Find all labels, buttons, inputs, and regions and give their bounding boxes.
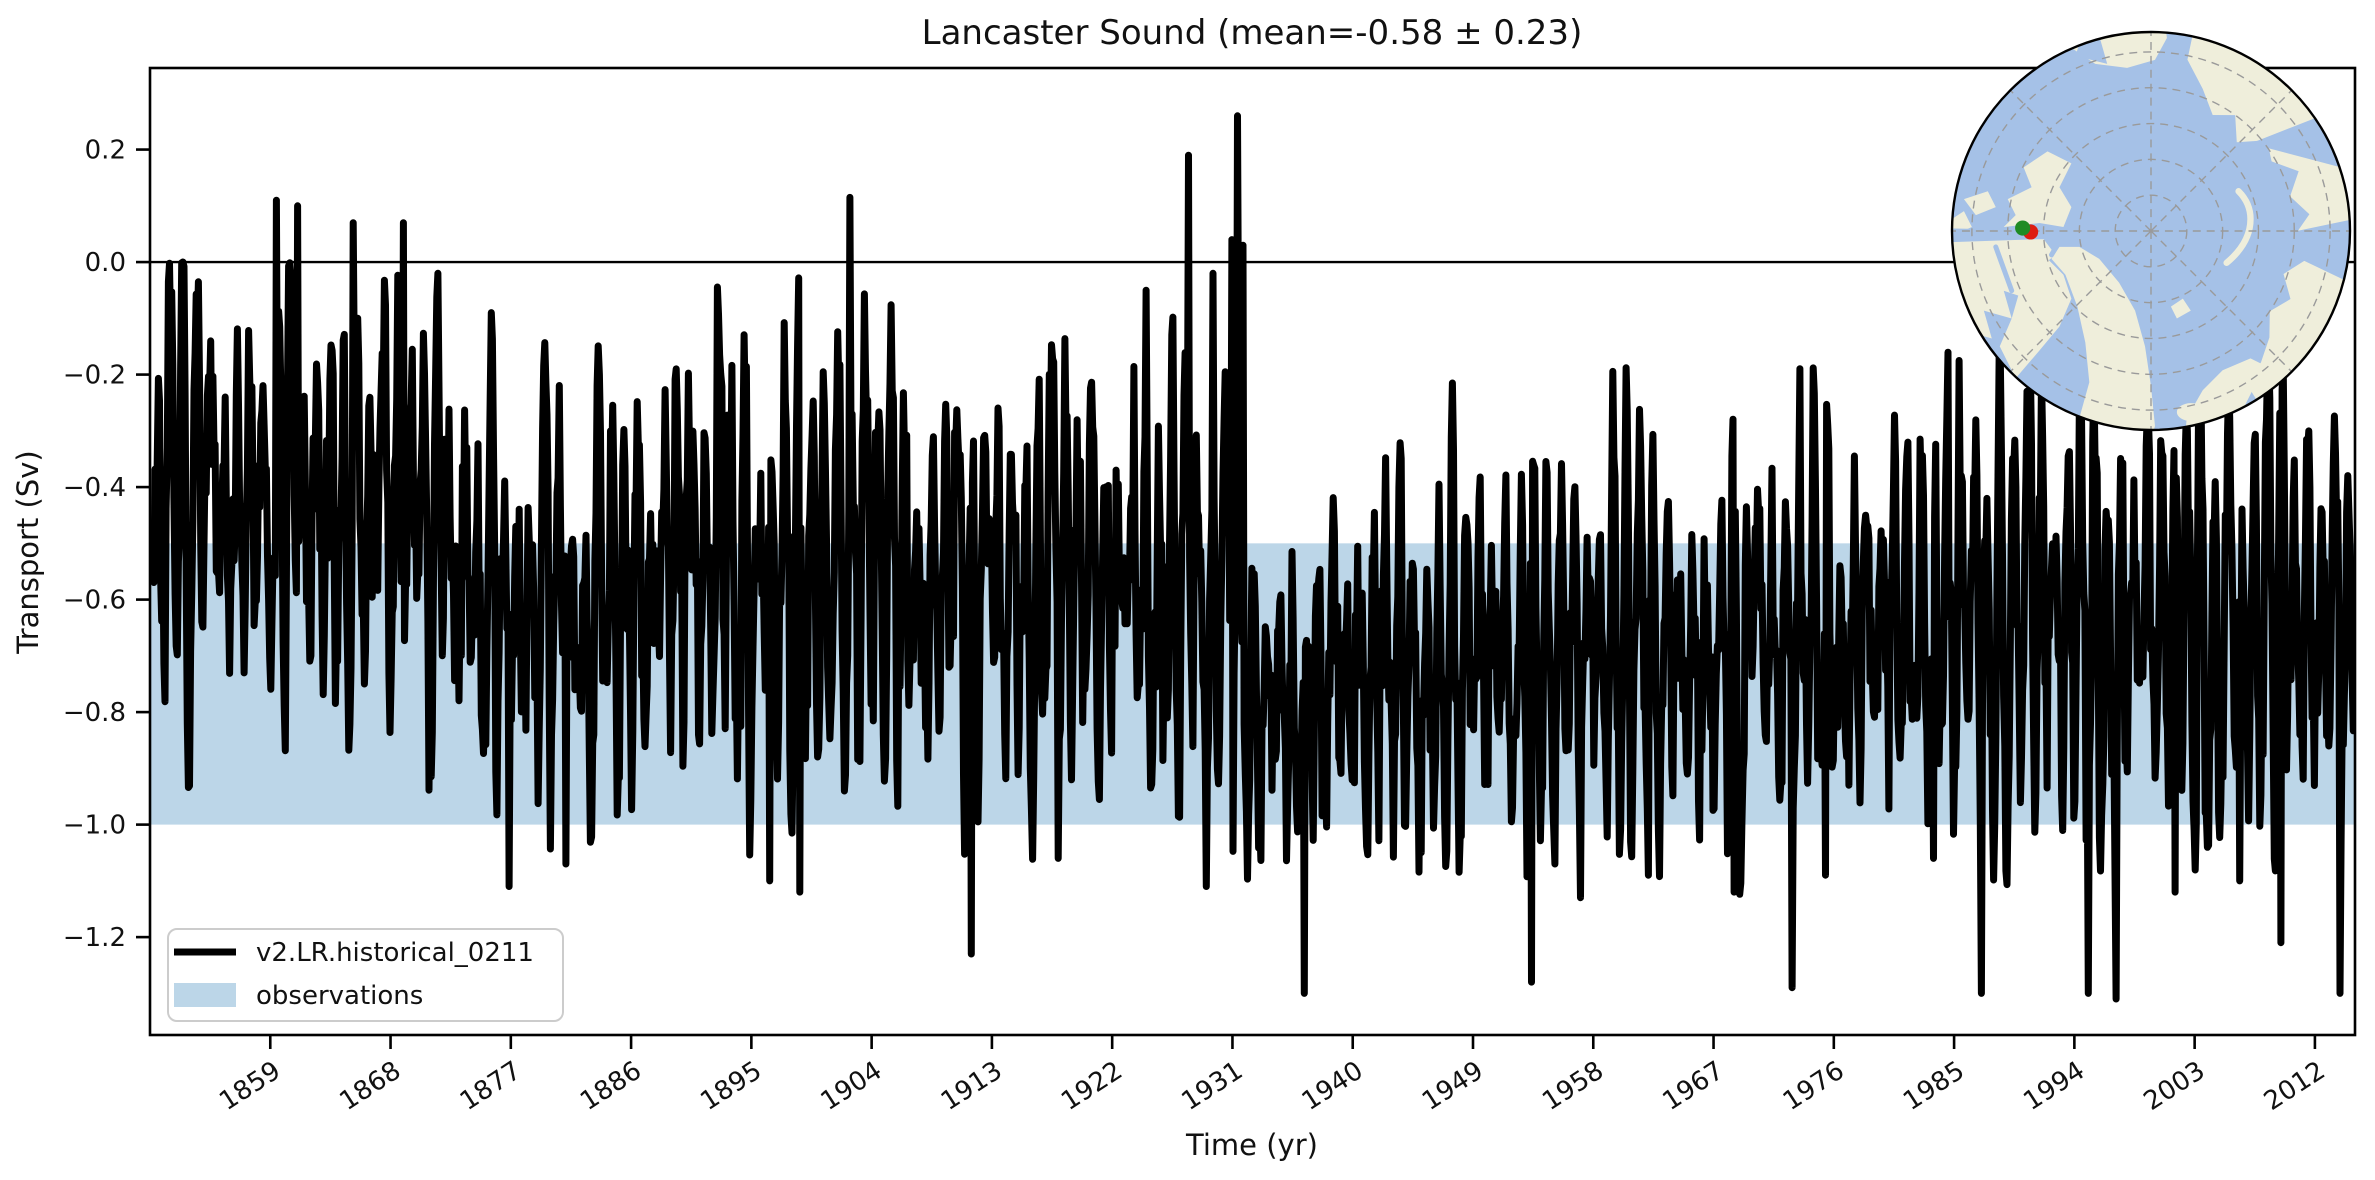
map-meridian bbox=[2150, 230, 2293, 373]
x-tick-label: 1922 bbox=[1056, 1056, 1128, 1117]
legend: v2.LR.historical_0211 observations bbox=[167, 928, 564, 1022]
map-parallel bbox=[2042, 122, 2260, 340]
x-tick-label: 1868 bbox=[335, 1056, 407, 1117]
map-landmass bbox=[2170, 298, 2191, 319]
x-tick-label: 1886 bbox=[575, 1056, 647, 1117]
chart-title: Lancaster Sound (mean=-0.58 ± 0.23) bbox=[922, 13, 1583, 53]
x-tick-label: 1994 bbox=[2018, 1056, 2090, 1117]
y-tick-label: −1.2 bbox=[63, 923, 126, 953]
plot-border bbox=[148, 66, 2357, 1037]
map-landmass bbox=[2182, 358, 2315, 431]
map-channel bbox=[1951, 228, 2062, 240]
x-axis-label: Time (yr) bbox=[1185, 1128, 1318, 1162]
x-tick-label: 1904 bbox=[816, 1056, 888, 1117]
map-island bbox=[2176, 403, 2205, 422]
map-outline bbox=[1950, 30, 2352, 432]
y-tick-label: 0.0 bbox=[85, 248, 126, 278]
map-landmass bbox=[2051, 246, 2155, 431]
legend-label-series: v2.LR.historical_0211 bbox=[256, 938, 534, 968]
map-channel bbox=[1993, 244, 2015, 294]
timeseries-line bbox=[150, 112, 2355, 1003]
map-sea-inlet bbox=[2075, 31, 2108, 64]
map-meridian bbox=[2009, 89, 2152, 232]
legend-label-observations: observations bbox=[256, 981, 423, 1011]
x-tick-label: 1985 bbox=[1898, 1056, 1970, 1117]
legend-patch-swatch bbox=[174, 983, 236, 1007]
x-tick-label: 2003 bbox=[2139, 1056, 2211, 1117]
x-tick-label: 1913 bbox=[936, 1056, 1008, 1117]
y-tick-label: −1.0 bbox=[63, 811, 126, 841]
legend-box bbox=[167, 928, 564, 1022]
x-tick-label: 1976 bbox=[1778, 1056, 1850, 1117]
x-tick-label: 1859 bbox=[214, 1056, 286, 1117]
y-tick-label: −0.8 bbox=[63, 698, 126, 728]
x-tick-label: 1949 bbox=[1417, 1056, 1489, 1117]
map-landmass bbox=[2003, 151, 2072, 228]
map-landmass bbox=[1963, 191, 1996, 216]
x-tick-label: 1967 bbox=[1658, 1056, 1730, 1117]
obs-location-dot bbox=[2015, 220, 2031, 236]
x-tick-label: 2012 bbox=[2259, 1056, 2331, 1117]
x-tick-label: 1958 bbox=[1537, 1056, 1609, 1117]
x-tick-label: 1895 bbox=[695, 1056, 767, 1117]
plot-area: 0.2 0.0 −0.2 −0.4 −0.6 −0.8 −1.0 −1.2 1859 1868 18… bbox=[63, 66, 2357, 1117]
x-tick-label: 1931 bbox=[1176, 1056, 1248, 1117]
y-axis-label: Transport (Sv) bbox=[11, 450, 45, 655]
y-tick-label: −0.4 bbox=[63, 473, 126, 503]
y-tick-label: −0.2 bbox=[63, 361, 126, 391]
inset-map bbox=[1950, 30, 2352, 432]
y-tick-label: −0.6 bbox=[63, 586, 126, 616]
map-island-arc bbox=[2223, 188, 2254, 267]
x-tick-label: 1877 bbox=[455, 1056, 527, 1117]
map-parallel bbox=[1971, 51, 2331, 411]
map-parallel bbox=[2114, 194, 2188, 268]
y-tick-label: 0.2 bbox=[85, 136, 126, 166]
map-meridian bbox=[2150, 89, 2293, 232]
map-landmass bbox=[1999, 258, 2072, 379]
map-clipped-content bbox=[1951, 31, 2351, 431]
x-tick-label: 1940 bbox=[1297, 1056, 1369, 1117]
map-meridian bbox=[2009, 230, 2152, 373]
